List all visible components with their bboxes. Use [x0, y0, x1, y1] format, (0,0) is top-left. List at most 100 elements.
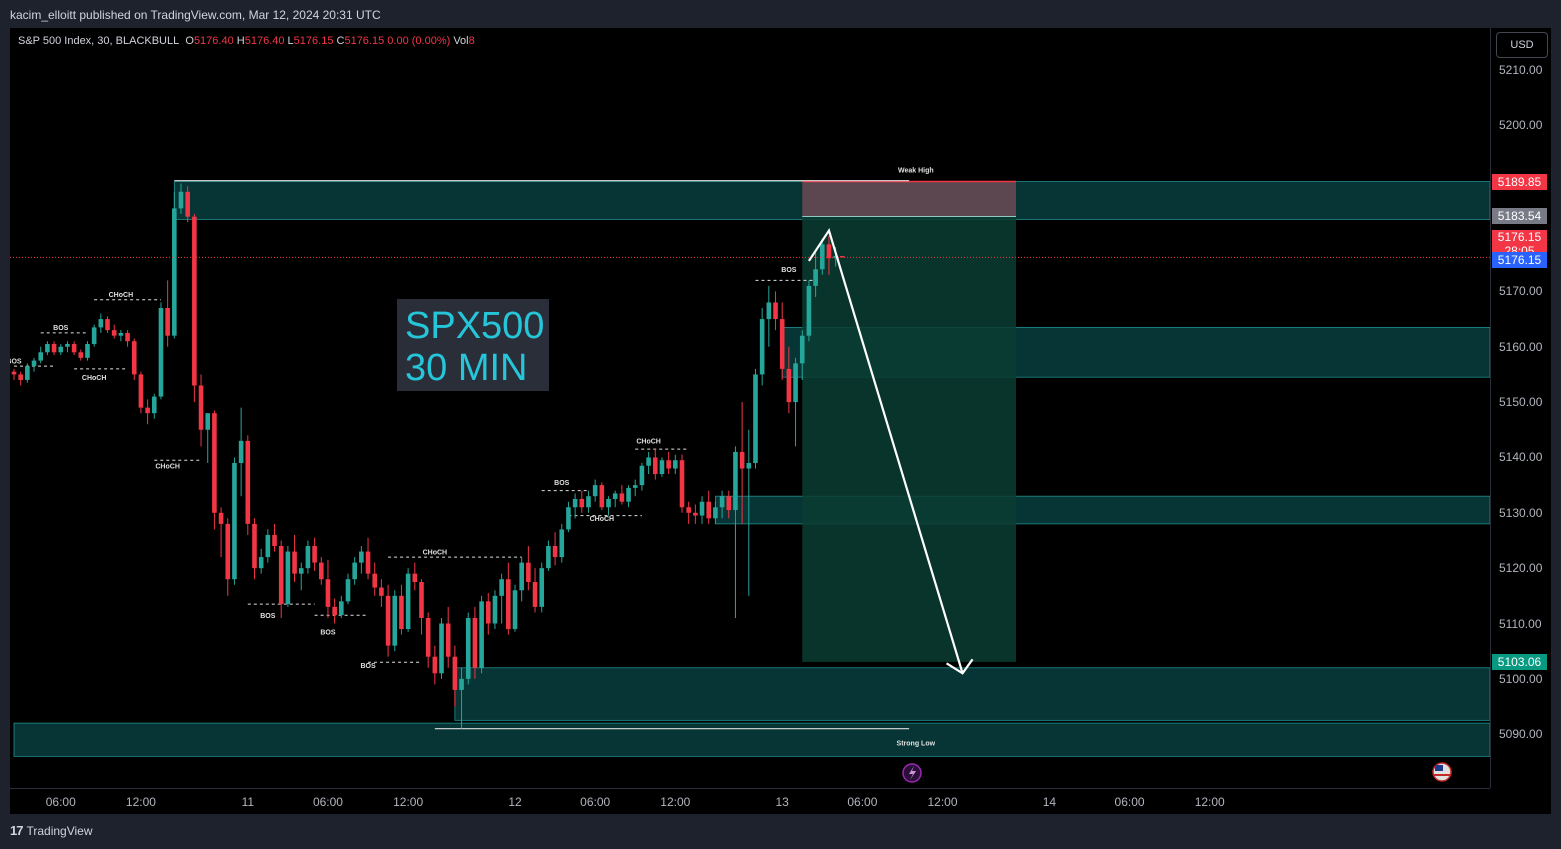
candle-body — [98, 319, 104, 328]
candle — [746, 429, 752, 596]
candle — [392, 590, 398, 652]
candle — [372, 562, 378, 596]
candle-body — [379, 587, 384, 596]
time-tick: 11 — [241, 795, 255, 809]
title-line-1: SPX500 — [405, 305, 545, 347]
candle-body — [385, 595, 391, 646]
currency-button[interactable]: USD — [1496, 32, 1548, 58]
candle — [305, 540, 311, 574]
candle — [679, 454, 685, 513]
candle-body — [58, 346, 64, 353]
candle — [552, 532, 558, 566]
candle — [606, 496, 611, 516]
candle-body — [479, 601, 484, 668]
candle — [245, 435, 251, 535]
candle — [579, 490, 585, 513]
candle-body — [105, 319, 110, 331]
zones-layer — [13, 181, 1490, 757]
candle — [185, 186, 190, 223]
candle-body — [252, 523, 257, 569]
structure-label-2: CHoCH — [109, 292, 134, 299]
candle-body — [158, 308, 164, 397]
candle-body — [325, 579, 331, 607]
candle — [806, 280, 812, 342]
candle — [232, 457, 237, 585]
candle — [71, 341, 77, 356]
candle — [492, 590, 498, 630]
candle-body — [539, 568, 545, 607]
candle — [566, 501, 571, 533]
candle-body — [632, 485, 638, 488]
candle-body — [826, 244, 832, 259]
volume-value: 8 — [468, 35, 475, 47]
projection-layer — [808, 227, 974, 675]
volume-label: Vol — [453, 35, 469, 47]
candle-body — [626, 487, 631, 502]
candle-body — [258, 557, 264, 569]
candlestick-chart[interactable]: BOSBOSCHoCHCHoCHCHoCHBOSBOSBOSCHoCHBOSCH… — [10, 28, 1490, 788]
candle-body — [532, 581, 538, 607]
price-tick: 5140.00 — [1499, 450, 1543, 465]
low-value: 5176.15 — [293, 35, 334, 47]
candle-body — [739, 451, 745, 469]
candle-body — [412, 573, 418, 582]
candle-body — [439, 623, 444, 674]
candle — [285, 546, 291, 607]
candle — [686, 501, 691, 524]
tradingview-logo-icon[interactable]: 17 — [10, 823, 24, 838]
candle — [652, 449, 658, 480]
candle — [793, 357, 798, 447]
projection-arrowhead — [945, 658, 974, 675]
candle-body — [666, 460, 671, 469]
candle — [105, 316, 110, 333]
candle — [599, 482, 605, 511]
candle — [98, 313, 104, 333]
candle — [138, 371, 144, 414]
candle — [546, 540, 551, 571]
chart-plot[interactable]: BOSBOSCHoCHCHoCHCHoCHBOSBOSBOSCHoCHBOSCH… — [10, 28, 1490, 788]
candle-body — [238, 440, 244, 463]
candle — [58, 343, 64, 356]
candle-body — [292, 551, 297, 574]
candle-body — [759, 319, 765, 375]
candle-body — [485, 601, 491, 624]
candle — [365, 537, 371, 580]
candle — [706, 490, 712, 524]
candle-body — [138, 374, 144, 408]
candle-body — [599, 485, 605, 508]
candle — [25, 363, 30, 383]
chart-frame[interactable]: BOSBOSCHoCHCHoCHCHoCHBOSBOSBOSCHoCHBOSCH… — [10, 28, 1551, 814]
candle — [412, 562, 418, 591]
candle-body — [465, 617, 471, 679]
candle-body — [178, 191, 184, 209]
structure-label-10: CHoCH — [590, 516, 615, 523]
candle — [813, 252, 818, 297]
candle — [539, 562, 545, 613]
candle-body — [733, 451, 738, 511]
candle — [673, 454, 678, 475]
candle-body — [519, 562, 524, 591]
candle — [819, 238, 825, 275]
footer-brand[interactable]: TradingView — [26, 823, 93, 838]
candle-body — [840, 255, 845, 258]
candle-body — [405, 573, 411, 630]
candle-body — [345, 579, 351, 602]
candle — [519, 557, 524, 602]
change-value: 0.00 (0.00%) — [387, 35, 451, 47]
candle-body — [151, 396, 157, 414]
candle-body — [619, 493, 625, 502]
candle-body — [265, 534, 271, 558]
candle — [339, 595, 344, 618]
time-tick: 06:00 — [580, 795, 611, 809]
time-axis[interactable]: 06:00 12:00 11 06:00 12:00 12 06:00 12:00 13 06:0… — [10, 788, 1490, 815]
candle-body — [78, 352, 84, 358]
candle-body — [305, 546, 311, 569]
candle — [592, 479, 598, 502]
price-tick: 5100.00 — [1499, 671, 1543, 686]
price-axis[interactable]: 5210.00 5200.00 5170.00 5160.00 5150.00 5140.… — [1490, 28, 1552, 788]
candle-body — [472, 617, 478, 668]
candle — [559, 523, 565, 563]
candle-body — [432, 656, 438, 674]
candle-body — [118, 332, 124, 336]
structure-label-6: BOS — [320, 630, 336, 637]
